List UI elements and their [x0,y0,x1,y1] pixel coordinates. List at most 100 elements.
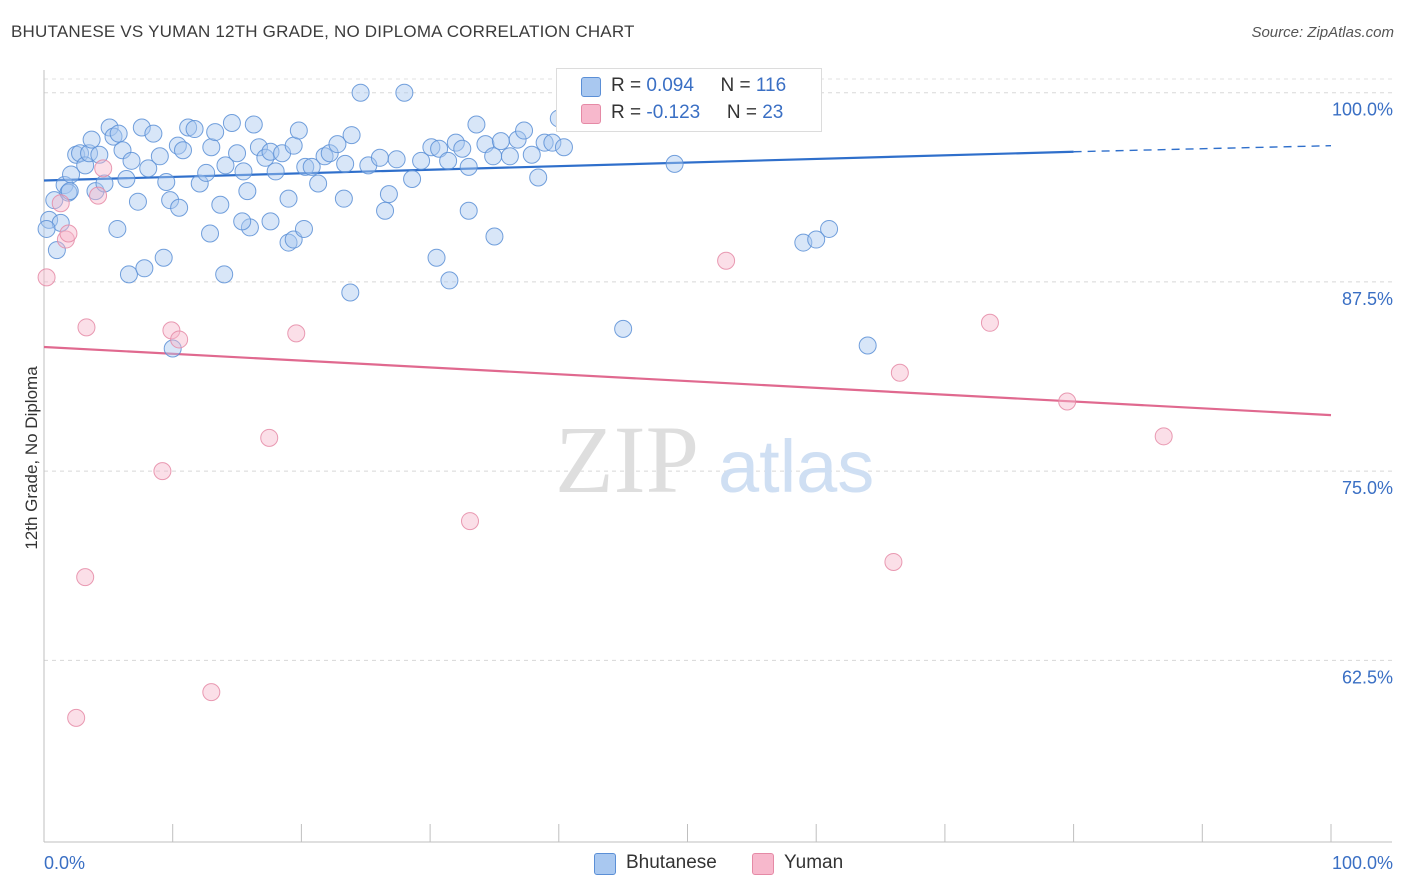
point-bhutanese [370,148,389,167]
point-bhutanese [614,319,633,338]
watermark-atlas: atlas [718,425,874,508]
point-bhutanese [484,147,503,166]
point-bhutanese [109,124,128,143]
point-yuman [162,321,181,340]
point-bhutanese [284,136,303,155]
bottom-legend-swatch-yuman [752,853,774,875]
point-bhutanese [342,126,361,145]
point-bhutanese [128,192,147,211]
point-bhutanese [179,118,198,137]
tick-labels: 62.5% 75.0% 87.5% 100.0% 0.0% 100.0% [44,100,1393,873]
point-bhutanese [491,132,510,151]
point-yuman [287,324,306,343]
point-bhutanese [522,145,541,164]
point-bhutanese [119,265,138,284]
point-bhutanese [543,133,562,152]
point-bhutanese [238,182,257,201]
point-bhutanese [820,219,839,238]
point-bhutanese [37,219,56,238]
point-bhutanese [163,339,182,358]
point-bhutanese [508,130,527,149]
point-yuman [1058,392,1077,411]
point-bhutanese [467,115,486,134]
point-bhutanese [90,145,109,164]
point-bhutanese [108,219,127,238]
point-yuman [67,708,86,727]
point-bhutanese [439,151,458,170]
point-bhutanese [76,156,95,175]
point-bhutanese [334,189,353,208]
point-bhutanese [529,168,548,187]
point-bhutanese [376,201,395,220]
point-bhutanese [412,151,431,170]
point-bhutanese [427,248,446,267]
point-bhutanese [228,144,247,163]
point-bhutanese [459,201,478,220]
point-yuman [170,330,189,349]
point-yuman [980,313,999,332]
point-bhutanese [256,148,275,167]
point-bhutanese [328,135,347,154]
point-bhutanese [403,169,422,188]
point-bhutanese [302,157,321,176]
watermark: ZIP atlas [555,406,874,513]
point-bhutanese [430,139,449,158]
legend-r-value: 0.094 [646,75,694,96]
point-bhutanese [135,259,154,278]
y-tick-label: 75.0% [1342,478,1393,498]
trend-line-bhutanese [43,150,1074,182]
point-bhutanese [485,227,504,246]
point-bhutanese [206,123,225,142]
y-axis-label: 12th Grade, No Diploma [22,366,41,550]
point-yuman [890,363,909,382]
point-bhutanese [154,248,173,267]
point-bhutanese [215,265,234,284]
point-yuman [202,683,221,702]
point-bhutanese [216,156,235,175]
point-bhutanese [170,198,189,217]
point-bhutanese [387,150,406,169]
legend-r-label: R = [611,102,647,123]
bottom-legend-label: Bhutanese [626,852,717,873]
trend-line-yuman [43,345,1332,417]
axes [43,70,1392,843]
point-bhutanese [161,191,180,210]
stats-legend: R = 0.094 N = 116 R = -0.123 N = 23 [556,68,822,132]
watermark-zip: ZIP [555,406,699,513]
point-bhutanese [185,120,204,139]
bottom-legend-label: Yuman [784,852,844,873]
point-bhutanese [144,124,163,143]
point-bhutanese [309,174,328,193]
point-bhutanese [807,230,826,249]
point-bhutanese [289,121,308,140]
point-bhutanese [82,130,101,149]
point-yuman [76,568,95,587]
point-bhutanese [117,169,136,188]
point-bhutanese [858,336,877,355]
chart-title: BHUTANESE VS YUMAN 12TH GRADE, NO DIPLOM… [11,22,635,41]
point-bhutanese [157,173,176,192]
point-yuman [717,251,736,270]
legend-swatch-bhutanese [581,77,601,97]
point-bhutanese [320,144,339,163]
point-bhutanese [279,233,298,252]
point-bhutanese [294,219,313,238]
y-tick-label: 62.5% [1342,667,1393,687]
point-bhutanese [197,163,216,182]
source-label: Source: ZipAtlas.com [1251,24,1394,41]
point-bhutanese [440,271,459,290]
point-bhutanese [244,115,263,134]
point-bhutanese [150,147,169,166]
point-bhutanese [122,151,141,170]
legend-n-value: 23 [762,102,784,123]
point-bhutanese [459,157,478,176]
point-bhutanese [266,162,285,181]
point-yuman [460,512,479,531]
point-bhutanese [211,195,230,214]
point-bhutanese [201,224,220,243]
y-tick-label: 100.0% [1332,100,1393,120]
point-bhutanese [59,183,78,202]
point-bhutanese [104,127,123,146]
point-yuman [94,159,113,178]
